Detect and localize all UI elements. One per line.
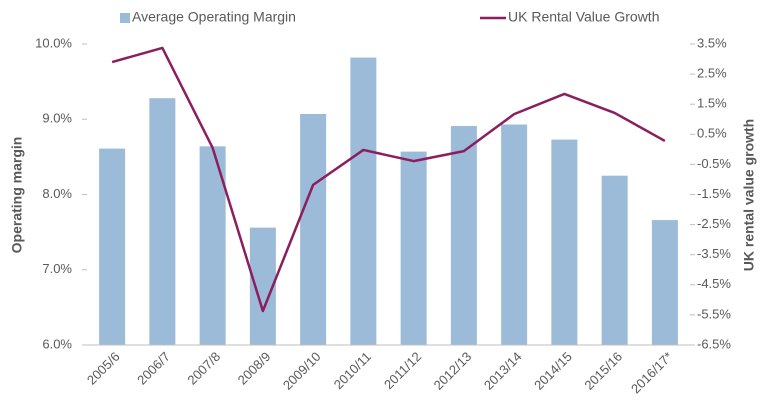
- bar: [99, 148, 126, 345]
- y2-tick-label: 0.5%: [697, 126, 727, 141]
- x-tick-label: 2005/6: [84, 349, 123, 388]
- bar: [551, 139, 578, 345]
- y-tick-label: 8.0%: [42, 186, 72, 201]
- y-tick-label: 10.0%: [35, 35, 72, 50]
- x-tick-label: 2013/14: [481, 349, 525, 393]
- x-tick-label: 2009/10: [280, 349, 324, 393]
- bar: [400, 151, 427, 345]
- x-tick-label: 2015/16: [581, 349, 625, 393]
- legend-text: UK Rental Value Growth: [508, 9, 659, 25]
- x-tick-label: 2016/17*: [628, 349, 675, 396]
- y2-axis-title: UK rental value growth: [741, 119, 757, 271]
- y-tick-label: 6.0%: [42, 336, 72, 351]
- x-tick-label: 2007/8: [184, 349, 223, 388]
- x-tick-label: 2014/15: [531, 349, 575, 393]
- bar: [350, 57, 377, 346]
- y2-tick-label: -3.5%: [697, 246, 731, 261]
- y2-tick-label: -4.5%: [697, 276, 731, 291]
- bar: [601, 175, 628, 345]
- x-tick-label: 2008/9: [235, 349, 274, 388]
- x-tick-label: 2011/12: [381, 349, 424, 392]
- y2-tick-label: 1.5%: [697, 96, 727, 111]
- y2-tick-label: -1.5%: [697, 186, 731, 201]
- y2-tick-label: -6.5%: [697, 336, 731, 351]
- x-tick-label: 2006/7: [134, 349, 173, 388]
- y2-tick-label: 3.5%: [697, 35, 727, 50]
- bar: [300, 113, 327, 345]
- y2-tick-label: -5.5%: [697, 306, 731, 321]
- y-axis-title: Operating margin: [9, 137, 25, 254]
- bar: [450, 126, 477, 346]
- legend-text: Average Operating Margin: [132, 9, 296, 25]
- bar: [501, 124, 528, 345]
- y-tick-label: 7.0%: [42, 261, 72, 276]
- x-tick-label: 2012/13: [431, 349, 475, 393]
- y-tick-label: 9.0%: [42, 111, 72, 126]
- bar: [651, 220, 678, 345]
- x-tick-label: 2010/11: [331, 349, 374, 392]
- line: [111, 46, 666, 313]
- y2-tick-label: 2.5%: [697, 66, 727, 81]
- bar: [149, 98, 176, 346]
- y2-tick-label: -0.5%: [697, 156, 731, 171]
- y2-tick-label: -2.5%: [697, 216, 731, 231]
- legend-swatch: [120, 13, 130, 23]
